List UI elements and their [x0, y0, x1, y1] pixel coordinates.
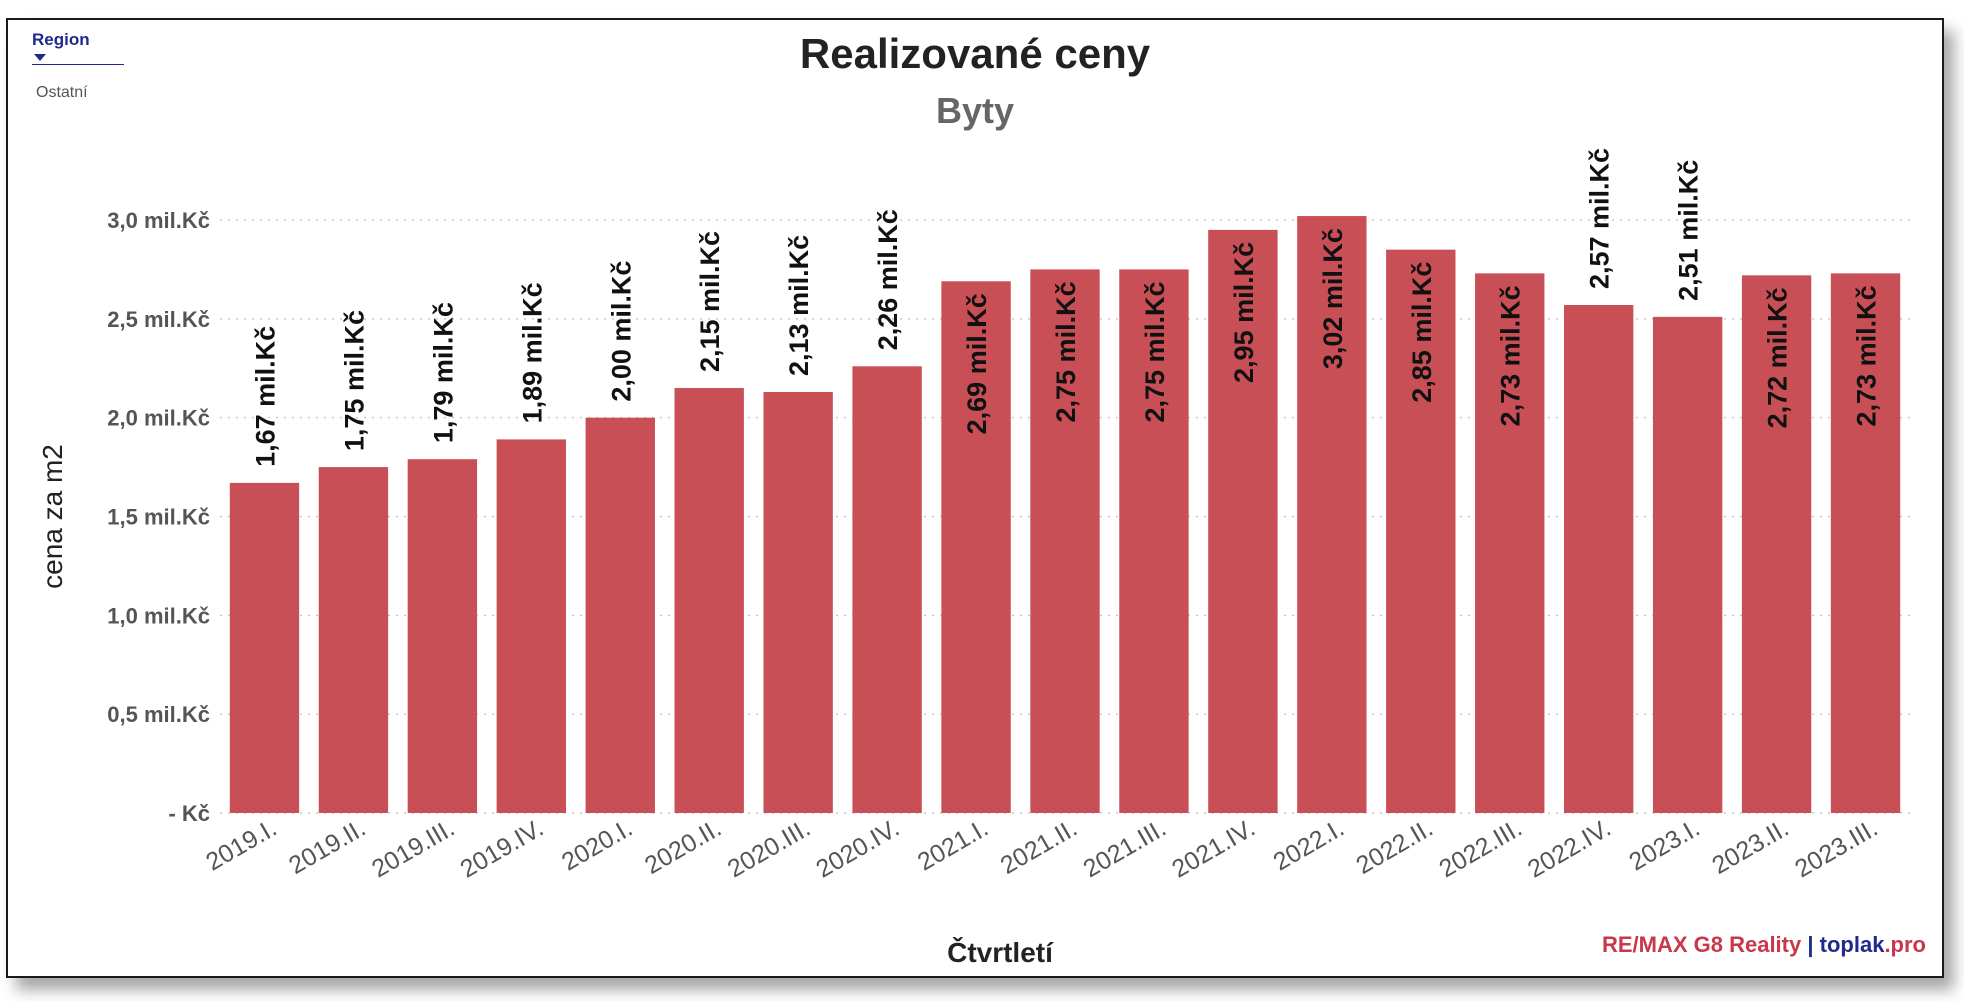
x-tick-label: 2020.III. — [723, 814, 815, 883]
brand-remax: RE/MAX G8 Reality — [1601, 932, 1802, 957]
slicer-title: Region — [32, 30, 90, 49]
data-label: 2,73 mil.Kč — [1852, 285, 1882, 426]
brand-separator: | — [1807, 932, 1814, 957]
bar — [1297, 216, 1367, 814]
x-tick-label: 2022.III. — [1434, 814, 1526, 883]
brand-toplak: toplak — [1819, 932, 1885, 957]
data-label: 2,72 mil.Kč — [1763, 287, 1793, 428]
y-tick-label: 1,0 mil.Kč — [107, 603, 210, 628]
data-label: 2,00 mil.Kč — [606, 261, 636, 402]
x-tick-label: 2022.IV. — [1523, 814, 1616, 884]
x-tick-label: 2021.I. — [913, 814, 993, 876]
bar — [1741, 275, 1812, 813]
y-axis-title: cena za m2 — [37, 444, 68, 589]
data-label: 1,89 mil.Kč — [517, 282, 547, 423]
bar — [1475, 273, 1545, 813]
x-tick-label: 2020.IV. — [811, 814, 904, 884]
slicer-underline — [32, 64, 124, 65]
x-tick-label: 2019.IV. — [456, 814, 549, 884]
x-tick-label: 2023.II. — [1707, 814, 1793, 880]
x-tick-label: 2019.II. — [284, 814, 370, 880]
brand-credit: RE/MAX G8 Reality | toplak.pro — [1602, 932, 1926, 958]
x-tick-label: 2021.IV. — [1167, 814, 1260, 884]
x-tick-label: 2019.I. — [201, 814, 281, 876]
data-label: 2,85 mil.Kč — [1407, 262, 1437, 403]
y-tick-label: 2,0 mil.Kč — [107, 406, 210, 431]
x-tick-label: 2020.I. — [557, 814, 637, 876]
bar — [496, 439, 567, 813]
region-slicer[interactable]: Region Ostatní — [32, 30, 142, 101]
slicer-selected-value[interactable]: Ostatní — [36, 84, 88, 101]
bar — [763, 391, 833, 813]
data-label: 2,51 mil.Kč — [1674, 160, 1704, 301]
x-tick-label: 2020.II. — [640, 814, 726, 880]
data-label: 1,79 mil.Kč — [428, 302, 458, 443]
data-label: 1,67 mil.Kč — [250, 326, 280, 467]
chart-title: Realizované ceny — [799, 30, 1151, 77]
y-tick-label: 1,5 mil.Kč — [107, 505, 210, 530]
x-tick-label: 2019.III. — [367, 814, 459, 883]
bar — [1119, 269, 1189, 814]
bar — [1830, 273, 1901, 813]
bar — [674, 388, 744, 813]
bar — [1652, 316, 1723, 813]
x-tick-label: 2022.I. — [1269, 814, 1349, 876]
brand-pro: .pro — [1884, 932, 1926, 957]
bar — [229, 482, 300, 813]
bar — [1563, 304, 1634, 813]
data-label: 2,69 mil.Kč — [962, 293, 992, 434]
x-tick-label: 2022.II. — [1352, 814, 1438, 880]
data-label: 2,95 mil.Kč — [1229, 242, 1259, 383]
bar — [318, 467, 389, 813]
bar — [407, 459, 478, 813]
y-tick-label: - Kč — [168, 801, 210, 826]
data-label: 2,57 mil.Kč — [1585, 148, 1615, 289]
data-label: 2,73 mil.Kč — [1496, 285, 1526, 426]
data-label: 3,02 mil.Kč — [1318, 228, 1348, 369]
chart-subtitle: Byty — [935, 90, 1015, 131]
bar — [941, 281, 1011, 813]
bar — [1386, 249, 1456, 813]
data-label: 2,75 mil.Kč — [1051, 281, 1081, 422]
chevron-down-icon[interactable] — [34, 54, 46, 61]
data-label: 2,75 mil.Kč — [1140, 281, 1170, 422]
bar — [852, 366, 922, 813]
x-tick-label: 2023.I. — [1624, 814, 1704, 876]
data-label: 2,26 mil.Kč — [873, 209, 903, 350]
x-tick-label: 2021.III. — [1079, 814, 1171, 883]
x-tick-label: 2021.II. — [996, 814, 1082, 880]
bar — [585, 417, 655, 813]
y-tick-label: 0,5 mil.Kč — [107, 702, 210, 727]
x-tick-label: 2023.III. — [1790, 814, 1882, 883]
x-axis-title: Čtvrtletí — [947, 936, 1054, 968]
y-tick-label: 3,0 mil.Kč — [107, 208, 210, 233]
bar — [1030, 269, 1100, 814]
data-label: 1,75 mil.Kč — [339, 310, 369, 451]
y-tick-label: 2,5 mil.Kč — [107, 307, 210, 332]
bar — [1208, 229, 1278, 814]
data-label: 2,13 mil.Kč — [784, 235, 814, 376]
data-label: 2,15 mil.Kč — [695, 231, 725, 372]
